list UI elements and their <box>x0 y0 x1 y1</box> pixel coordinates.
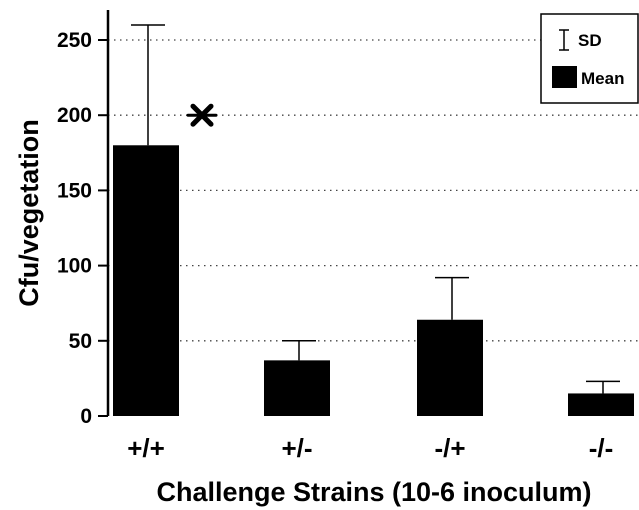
y-tick-label: 100 <box>57 255 92 278</box>
y-tick-labels: 0 50 100 150 200 250 <box>57 29 108 428</box>
x-axis-title: Challenge Strains (10-6 inoculum) <box>156 477 591 507</box>
x-tick-label: -/- <box>589 433 614 463</box>
y-axis-title: Cfu/vegetation <box>14 119 44 307</box>
x-tick-labels: +/+ +/- -/+ -/- <box>127 433 613 463</box>
error-bars <box>131 24 620 394</box>
bars <box>113 145 634 416</box>
legend-sd-icon <box>559 29 569 51</box>
y-tick-label: 250 <box>57 29 92 52</box>
y-tick-label: 0 <box>80 405 92 428</box>
x-tick-label: +/+ <box>127 433 165 463</box>
x-tick-label: +/- <box>281 433 312 463</box>
bar <box>113 145 179 416</box>
legend-mean-swatch <box>552 66 577 88</box>
significance-markers <box>186 103 218 127</box>
x-tick-label: -/+ <box>434 433 465 463</box>
legend-label-mean: Mean <box>581 69 624 88</box>
y-tick-label: 50 <box>69 330 92 353</box>
y-tick-label: 150 <box>57 179 92 202</box>
y-tick-label: 200 <box>57 104 92 127</box>
significance-asterisk <box>186 103 218 127</box>
bar <box>264 360 330 416</box>
bar <box>568 393 634 416</box>
legend-box <box>540 13 639 104</box>
bar <box>417 319 483 416</box>
legend: SD Mean <box>540 13 639 104</box>
grid-lines <box>108 39 639 342</box>
legend-label-sd: SD <box>578 31 602 50</box>
